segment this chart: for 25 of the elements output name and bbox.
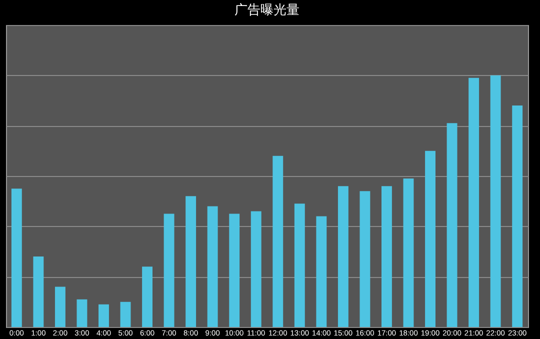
bar [54,286,66,327]
bar [360,191,370,327]
bar [425,150,436,327]
bar [272,156,284,327]
bar [98,304,109,327]
bar [316,216,327,327]
bar [11,188,22,327]
bar [512,106,523,327]
bar [468,78,480,327]
bar [338,186,348,327]
bar [207,206,218,327]
bar [186,196,196,327]
bar [294,204,305,327]
chart-title: 广告曝光量 [234,3,300,18]
bar [229,214,240,327]
bar [382,186,392,327]
bar [120,302,131,327]
bar [490,75,501,327]
bar [33,256,44,327]
bar [142,266,152,327]
bar [164,214,174,327]
bar [76,299,88,327]
bar [250,211,262,327]
bar [446,123,458,327]
bar [403,178,414,327]
